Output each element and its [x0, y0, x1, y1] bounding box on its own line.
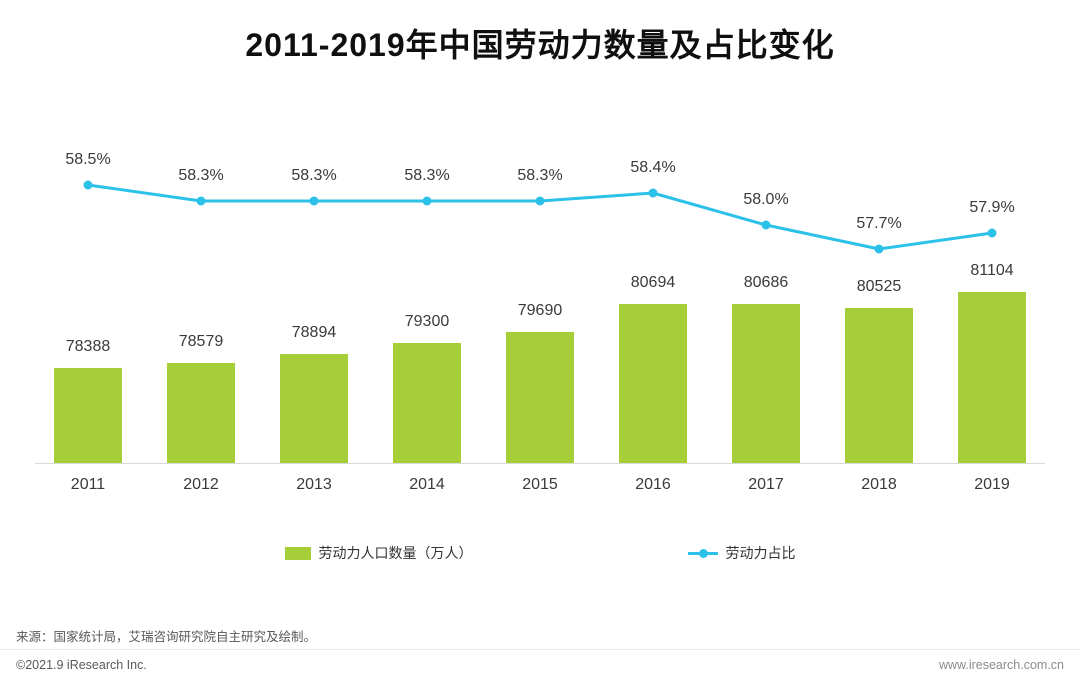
line-point — [422, 196, 432, 206]
bar-value-label: 79690 — [517, 301, 563, 319]
legend-line-label: 劳动力占比 — [725, 545, 796, 561]
bar-2012 — [167, 362, 235, 463]
x-axis-label: 2017 — [748, 476, 784, 493]
line-swatch-icon — [687, 546, 718, 560]
bar-value-label: 78579 — [178, 332, 224, 350]
legend: 劳动力人口数量（万人） 劳动力占比 — [0, 543, 1080, 563]
line-point — [196, 196, 206, 206]
legend-item-line: 劳动力占比 — [687, 543, 796, 563]
line-point — [83, 180, 93, 190]
line-point — [535, 196, 545, 206]
bar-value-label: 81104 — [970, 262, 1014, 280]
bar-swatch-icon — [284, 546, 311, 560]
legend-item-bars: 劳动力人口数量（万人） — [284, 543, 473, 563]
line-point-label: 58.3% — [178, 167, 224, 184]
line-point — [648, 188, 658, 198]
x-axis-label: 2019 — [974, 476, 1010, 493]
x-axis-label: 2013 — [296, 476, 332, 493]
bar-2015 — [506, 331, 574, 463]
x-axis-label: 2011 — [70, 476, 106, 493]
x-axis-label: 2018 — [861, 476, 897, 493]
line-point — [309, 196, 319, 206]
bar-2017 — [732, 303, 800, 463]
line-point — [987, 228, 997, 238]
bar-value-label: 79300 — [404, 312, 450, 330]
bar-2016 — [619, 303, 687, 463]
bar-value-label: 78388 — [65, 338, 111, 356]
x-axis-line — [35, 463, 1045, 464]
bar-value-label: 78894 — [291, 323, 337, 341]
bar-value-label: 80694 — [630, 273, 676, 291]
copyright-text: ©2021.9 iResearch Inc. — [16, 658, 147, 672]
x-axis-label: 2016 — [635, 476, 671, 493]
website-link[interactable]: www.iresearch.com.cn — [938, 658, 1064, 672]
line-point-label: 58.5% — [65, 151, 111, 168]
footer-divider — [0, 649, 1080, 650]
line-point-label: 58.3% — [517, 167, 563, 184]
legend-bar-label: 劳动力人口数量（万人） — [318, 545, 473, 561]
x-axis-label: 2015 — [522, 476, 558, 493]
bar-2019 — [958, 292, 1026, 463]
bar-2013 — [280, 353, 348, 463]
x-axis-label: 2012 — [183, 476, 219, 493]
source-note: 来源：国家统计局，艾瑞咨询研究院自主研究及绘制。 — [16, 630, 317, 644]
line-point-label: 58.3% — [404, 167, 450, 184]
chart-title: 2011-2019年中国劳动力数量及占比变化 — [245, 27, 835, 63]
x-axis-label: 2014 — [409, 476, 445, 493]
bar-2014 — [393, 342, 461, 463]
bar-value-label: 80525 — [856, 278, 902, 296]
line-point-label: 58.0% — [743, 191, 789, 208]
line-point — [874, 244, 884, 254]
bar-value-label: 80686 — [743, 273, 789, 291]
line-point-label: 57.9% — [969, 199, 1015, 216]
bar-2011 — [54, 368, 122, 463]
line-point — [761, 220, 771, 230]
line-point-label: 58.4% — [630, 159, 676, 176]
line-point-label: 58.3% — [291, 167, 337, 184]
bar-2018 — [845, 308, 913, 463]
line-point-label: 57.7% — [856, 215, 902, 232]
